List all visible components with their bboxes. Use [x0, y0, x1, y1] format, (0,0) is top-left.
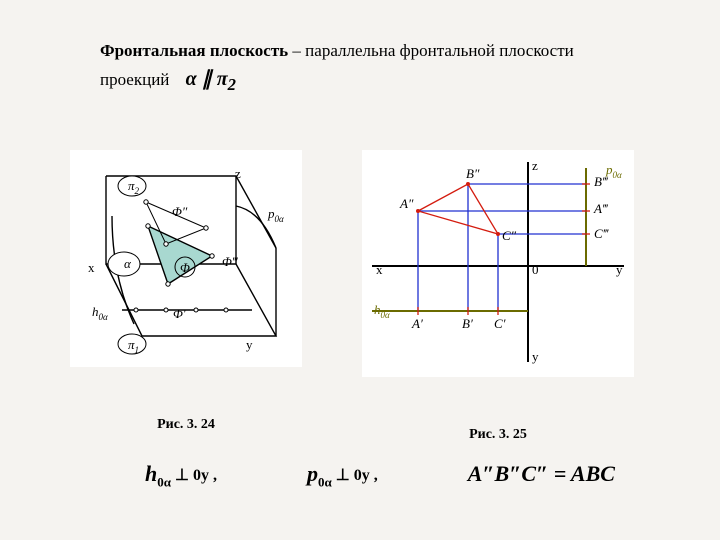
- svg-text:x: x: [376, 262, 383, 277]
- f1-main: h: [145, 461, 157, 486]
- svg-text:y: y: [246, 337, 253, 352]
- figure-right-box: zp0αB″B‴A″A‴C″C‴x0yh0αA′B′C′y: [362, 150, 634, 377]
- svg-text:C′: C′: [494, 316, 506, 331]
- svg-text:A‴: A‴: [593, 201, 609, 216]
- heading-bold: Фронтальная плоскость: [100, 41, 288, 60]
- svg-text:C‴: C‴: [594, 226, 610, 241]
- diagram-3-25: zp0αB″B‴A″A‴C″C‴x0yh0αA′B′C′y: [368, 156, 628, 366]
- svg-text:y: y: [616, 262, 623, 277]
- svg-text:C″: C″: [502, 228, 517, 243]
- f1-sub: 0α: [157, 474, 171, 489]
- formula-h0a: h0α ⊥ 0y ,: [145, 461, 217, 490]
- caption-right: Рис. 3. 25: [362, 427, 634, 443]
- heading-text: Фронтальная плоскость – параллельна фрон…: [100, 38, 660, 97]
- figure-left-col: π2zp0αΦ″αΦΦ‴xΦ′h0απ1y Рис. 3. 24: [70, 150, 302, 433]
- caption-left: Рис. 3. 24: [70, 417, 302, 433]
- heading-rest1: – параллельна фронтальной плоскости: [288, 41, 574, 60]
- heading-line2: проекций: [100, 70, 169, 89]
- svg-text:B″: B″: [466, 166, 480, 181]
- svg-text:Φ: Φ: [180, 260, 190, 275]
- svg-text:B‴: B‴: [594, 174, 609, 189]
- svg-text:A″: A″: [399, 196, 414, 211]
- figures-row: π2zp0αΦ″αΦΦ‴xΦ′h0απ1y Рис. 3. 24 zp0αB″B…: [70, 150, 680, 443]
- f2-sub: 0α: [318, 474, 332, 489]
- heading-formula: α ∥ π2: [186, 68, 236, 90]
- svg-text:A′: A′: [411, 316, 423, 331]
- f2-rest: ⊥ 0y ,: [332, 467, 378, 484]
- heading-formula-main: α ∥ π: [186, 68, 228, 90]
- heading-formula-sub: 2: [228, 75, 236, 94]
- f2-main: p: [307, 461, 318, 486]
- formula-p0a: p0α ⊥ 0y ,: [307, 461, 378, 490]
- svg-text:0: 0: [532, 262, 539, 277]
- svg-text:Φ″: Φ″: [172, 204, 188, 219]
- svg-text:α: α: [124, 256, 132, 271]
- f1-rest: ⊥ 0y ,: [171, 467, 217, 484]
- svg-text:z: z: [235, 166, 241, 181]
- svg-text:Φ′: Φ′: [173, 306, 186, 321]
- bottom-formulas: h0α ⊥ 0y , p0α ⊥ 0y , A″B″C″ = ABC: [100, 461, 660, 490]
- svg-text:x: x: [88, 260, 95, 275]
- figure-left-box: π2zp0αΦ″αΦΦ‴xΦ′h0απ1y: [70, 150, 302, 367]
- svg-text:z: z: [532, 158, 538, 173]
- diagram-3-24: π2zp0αΦ″αΦΦ‴xΦ′h0απ1y: [76, 156, 296, 356]
- svg-text:B′: B′: [462, 316, 473, 331]
- figure-right-col: zp0αB″B‴A″A‴C″C‴x0yh0αA′B′C′y Рис. 3. 25: [362, 150, 634, 443]
- svg-text:Φ‴: Φ‴: [222, 254, 239, 269]
- formula-abc: A″B″C″ = ABC: [468, 461, 615, 487]
- svg-text:y: y: [532, 349, 539, 364]
